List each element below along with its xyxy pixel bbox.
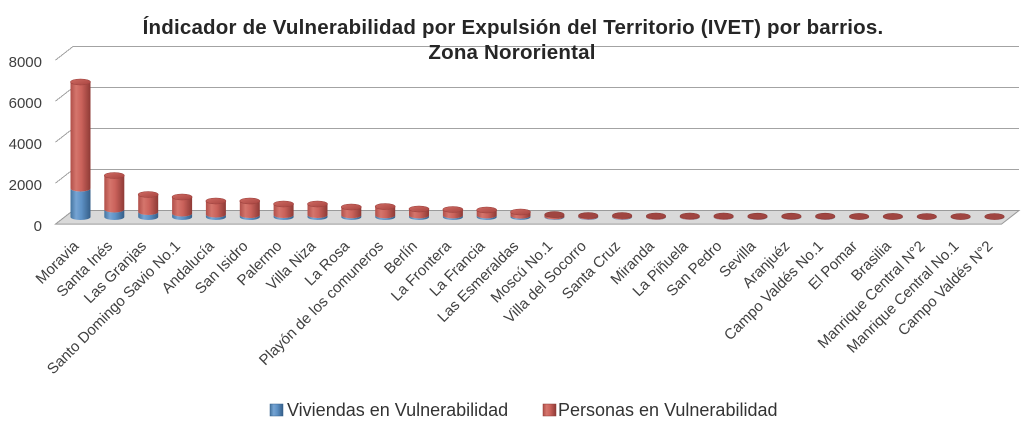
svg-text:Índicador de Vulnerabilidad po: Índicador de Vulnerabilidad por Expulsió… xyxy=(143,16,884,39)
svg-text:6000: 6000 xyxy=(9,95,42,112)
svg-text:0: 0 xyxy=(34,218,42,235)
svg-text:Zona Nororiental: Zona Nororiental xyxy=(428,41,595,64)
svg-text:2000: 2000 xyxy=(9,177,42,194)
svg-text:Personas en Vulnerabilidad: Personas en Vulnerabilidad xyxy=(558,400,777,420)
svg-text:8000: 8000 xyxy=(9,54,42,71)
svg-text:4000: 4000 xyxy=(9,136,42,153)
svg-text:Viviendas en Vulnerabilidad: Viviendas en Vulnerabilidad xyxy=(287,400,508,420)
